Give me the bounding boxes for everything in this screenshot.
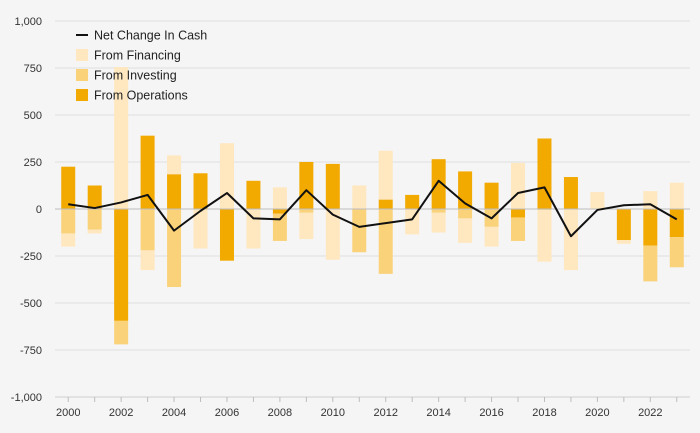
bar-from-financing-2000 [61,233,76,247]
y-tick-label: 500 [24,110,42,122]
y-tick-label: -500 [20,298,42,310]
bar-from-financing-2009 [299,212,314,240]
bar-from-investing-2012 [378,209,393,274]
bar-from-financing-2002 [114,67,129,209]
bar-from-financing-2016 [484,226,499,247]
bar-from-operations-2008 [272,209,287,214]
bar-from-operations-2012 [378,199,393,209]
bar-from-financing-2021 [616,240,631,244]
bar-from-operations-2003 [140,135,155,209]
y-tick-label: 250 [24,157,42,169]
bar-from-financing-2005 [193,209,208,249]
bar-from-financing-2017 [511,162,526,209]
legend: Net Change In Cash From Financing From Inv… [76,29,207,103]
x-tick-label: 2022 [638,407,662,419]
bar-from-operations-2023 [669,209,684,238]
bar-from-investing-2011 [352,209,367,253]
x-tick-label: 2012 [373,407,397,419]
x-tick-label: 2014 [426,407,450,419]
bar-from-investing-2015 [458,209,473,219]
bar-from-operations-2007 [246,180,261,209]
x-tick-label: 2002 [109,407,133,419]
bar-from-investing-2014 [431,209,446,213]
bar-from-financing-2008 [272,187,287,209]
bar-from-operations-2010 [325,163,340,209]
net-change-line-layer [68,179,678,238]
bar-from-investing-2002 [114,320,129,345]
x-tick-label: 2008 [268,407,292,419]
legend-label-from-financing: From Financing [94,49,181,63]
bar-from-operations-2021 [616,209,631,241]
y-axis: 1,000 750 500 250 0 -250 -500 -750 -1,000 [11,16,42,404]
bar-from-operations-2019 [563,177,578,209]
bar-from-operations-2022 [643,209,658,246]
bar-from-operations-2000 [61,166,76,209]
x-tick-label: 2020 [585,407,609,419]
bar-from-operations-2001 [87,185,102,209]
bar-from-financing-2003 [140,250,155,271]
bar-from-financing-2012 [378,150,393,200]
bar-from-investing-2003 [140,209,155,251]
x-tick-label: 2000 [56,407,80,419]
bar-from-financing-2018 [537,209,552,262]
bar-from-financing-2015 [458,218,473,243]
bar-from-operations-2006 [219,209,234,261]
bar-from-operations-2002 [114,209,129,321]
x-axis: 2000 2002 2004 2006 2008 2010 2012 2014 2016 2018… [56,397,678,419]
bar-from-financing-2001 [87,229,102,234]
bar-from-operations-2009 [299,162,314,209]
bar-from-operations-2014 [431,159,446,209]
legend-label-net-change: Net Change In Cash [94,29,207,43]
y-tick-label: -1,000 [11,392,42,404]
bar-from-investing-2017 [511,217,526,241]
bar-from-financing-2023 [669,182,684,209]
bar-from-investing-2022 [643,245,658,282]
bar-from-operations-2016 [484,182,499,209]
x-tick-label: 2016 [479,407,503,419]
bar-from-financing-2006 [219,143,234,209]
bar-from-operations-2005 [193,173,208,209]
y-tick-label: -750 [20,345,42,357]
legend-swatch-from-financing [76,49,88,61]
bar-from-investing-2023 [669,237,684,268]
x-tick-label: 2018 [532,407,556,419]
y-tick-label: 750 [24,63,42,75]
net-change-line [68,179,678,238]
x-tick-label: 2004 [162,407,186,419]
legend-swatch-from-investing [76,69,88,81]
y-tick-label: 0 [36,204,42,216]
bar-from-operations-2013 [405,194,420,209]
bar-from-investing-2000 [61,209,76,234]
x-tick-label: 2006 [215,407,239,419]
bar-from-financing-2010 [325,209,340,260]
zero-line [55,208,690,398]
bar-from-financing-2019 [563,209,578,271]
bar-from-investing-2004 [167,209,182,288]
bar-from-financing-2004 [167,155,182,175]
bar-from-investing-2001 [87,209,102,230]
bar-series [61,67,684,345]
bar-from-operations-2004 [167,174,182,209]
bar-from-financing-2011 [352,185,367,209]
legend-label-from-operations: From Operations [94,89,188,103]
y-tick-label: 1,000 [14,16,42,28]
legend-label-from-investing: From Investing [94,69,177,83]
bar-from-financing-2020 [590,192,605,209]
bar-from-investing-2008 [272,213,287,241]
legend-swatch-from-operations [76,89,88,101]
bar-from-operations-2017 [511,209,526,218]
y-tick-label: -250 [20,251,42,263]
bar-from-investing-2009 [299,209,314,213]
bar-from-operations-2018 [537,138,552,209]
x-tick-label: 2010 [321,407,345,419]
gridlines [55,20,690,398]
bar-from-financing-2014 [431,212,446,233]
